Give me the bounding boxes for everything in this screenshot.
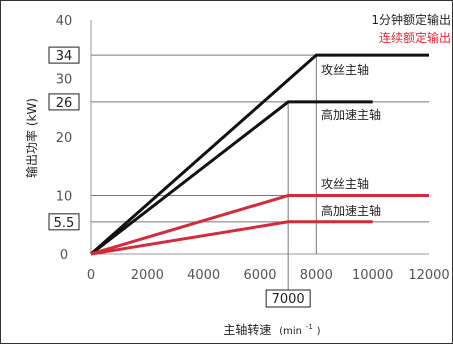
boxed-y-frame-1 — [48, 93, 80, 111]
x-tick-label: 0 — [87, 268, 95, 283]
boxed-x-label-0: 7000 — [272, 292, 305, 307]
y-tick-label: 10 — [56, 190, 73, 205]
boxed-y-label-1: 26 — [56, 96, 73, 111]
x-axis-title-unit-end: ) — [317, 326, 321, 337]
x-tick-label: 4000 — [187, 268, 220, 283]
boxed-x-frame-0 — [265, 289, 311, 308]
x-axis-title-main: 主轴转速 — [223, 322, 271, 337]
boxed-value-labels: 34 26 5.5 7000 — [48, 46, 311, 308]
x-tick-label: 10000 — [352, 268, 393, 283]
x-tick-label: 8000 — [300, 268, 333, 283]
series-label-1: 高加速主轴 — [321, 107, 381, 122]
tick-labels: 0 2000 4000 6000 8000 10000 12000 0 10 20 30 40 — [56, 14, 450, 283]
boxed-y-label-2: 5.5 — [54, 216, 75, 231]
series-line-2 — [90, 194, 429, 256]
guide-lines — [91, 54, 429, 290]
y-tick-label: 20 — [56, 131, 73, 146]
y-tick-label: 0 — [60, 248, 68, 263]
series-line-0 — [90, 53, 429, 256]
y-tick-label: 40 — [56, 14, 73, 29]
series-label-3: 高加速主轴 — [321, 203, 381, 218]
x-tick-label: 12000 — [408, 268, 449, 283]
x-tick-label: 6000 — [243, 268, 276, 283]
legend-entry-continuous: 连续额定输出 — [379, 30, 451, 45]
series-lines — [90, 53, 429, 256]
y-axis-title: 输出功率 (kW) — [24, 98, 39, 178]
series-label-0: 攻丝主轴 — [321, 62, 369, 77]
series-line-1 — [90, 100, 373, 256]
x-axis-title-unit: (min — [279, 326, 302, 337]
axes — [90, 20, 429, 255]
x-tick-label: 2000 — [131, 268, 164, 283]
x-axis-title: 主轴转速 (min -1 ) — [223, 318, 320, 337]
boxed-y-label-0: 34 — [56, 49, 73, 64]
boxed-y-frame-0 — [48, 46, 80, 64]
series-label-2: 攻丝主轴 — [321, 176, 369, 191]
y-tick-label: 30 — [56, 73, 73, 88]
series-line-3 — [90, 220, 373, 256]
x-axis-title-unit-sup: -1 — [306, 323, 313, 331]
legend-entry-1min: 1分钟额定输出 — [371, 12, 451, 27]
boxed-y-frame-2 — [48, 213, 80, 231]
